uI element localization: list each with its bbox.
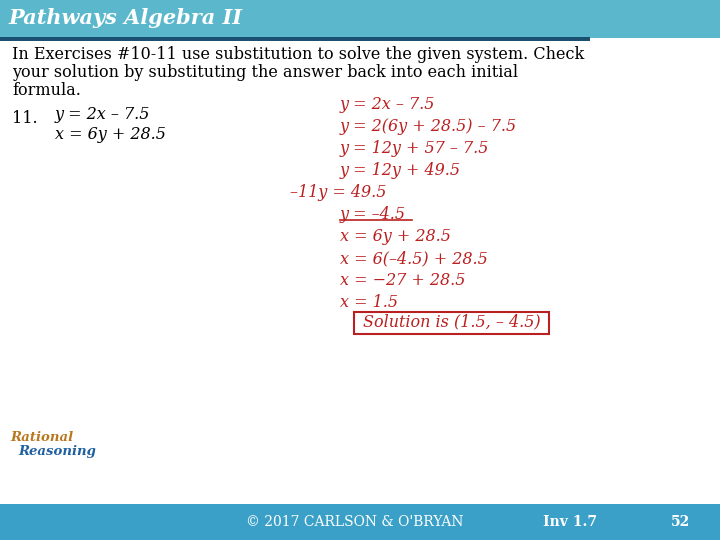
- Text: Pathways Algebra II: Pathways Algebra II: [8, 8, 242, 28]
- Text: In Exercises #10-11 use substitution to solve the given system. Check: In Exercises #10-11 use substitution to …: [12, 46, 584, 63]
- Text: your solution by substituting the answer back into each initial: your solution by substituting the answer…: [12, 64, 518, 81]
- Text: x = 6y + 28.5: x = 6y + 28.5: [340, 228, 451, 245]
- Text: y = –4.5: y = –4.5: [340, 206, 406, 223]
- Text: Reasoning: Reasoning: [18, 445, 96, 458]
- Text: Solution is (1.5, – 4.5): Solution is (1.5, – 4.5): [363, 314, 540, 330]
- Text: © 2017 CARLSON & O'BRYAN: © 2017 CARLSON & O'BRYAN: [246, 515, 464, 529]
- Bar: [354, 312, 549, 334]
- Text: 52: 52: [670, 515, 690, 529]
- Text: x = 6y + 28.5: x = 6y + 28.5: [55, 126, 166, 143]
- Text: formula.: formula.: [12, 82, 81, 99]
- Text: 11.: 11.: [12, 110, 37, 127]
- Bar: [0, 0, 720, 38]
- Text: y = 12y + 49.5: y = 12y + 49.5: [340, 162, 461, 179]
- Text: y = 12y + 57 – 7.5: y = 12y + 57 – 7.5: [340, 140, 490, 157]
- Text: –11y = 49.5: –11y = 49.5: [290, 184, 387, 201]
- Bar: [0, 41, 720, 504]
- Text: x = 6(–4.5) + 28.5: x = 6(–4.5) + 28.5: [340, 250, 487, 267]
- Text: y = 2(6y + 28.5) – 7.5: y = 2(6y + 28.5) – 7.5: [340, 118, 517, 135]
- Text: Rational: Rational: [10, 431, 73, 444]
- Text: x = −27 + 28.5: x = −27 + 28.5: [340, 272, 465, 289]
- Bar: [0, 37, 590, 41]
- Bar: [0, 504, 720, 540]
- Text: y = 2x – 7.5: y = 2x – 7.5: [340, 96, 436, 113]
- Text: Inv 1.7: Inv 1.7: [543, 515, 597, 529]
- Text: y = 2x – 7.5: y = 2x – 7.5: [55, 106, 150, 123]
- Text: x = 1.5: x = 1.5: [340, 294, 398, 311]
